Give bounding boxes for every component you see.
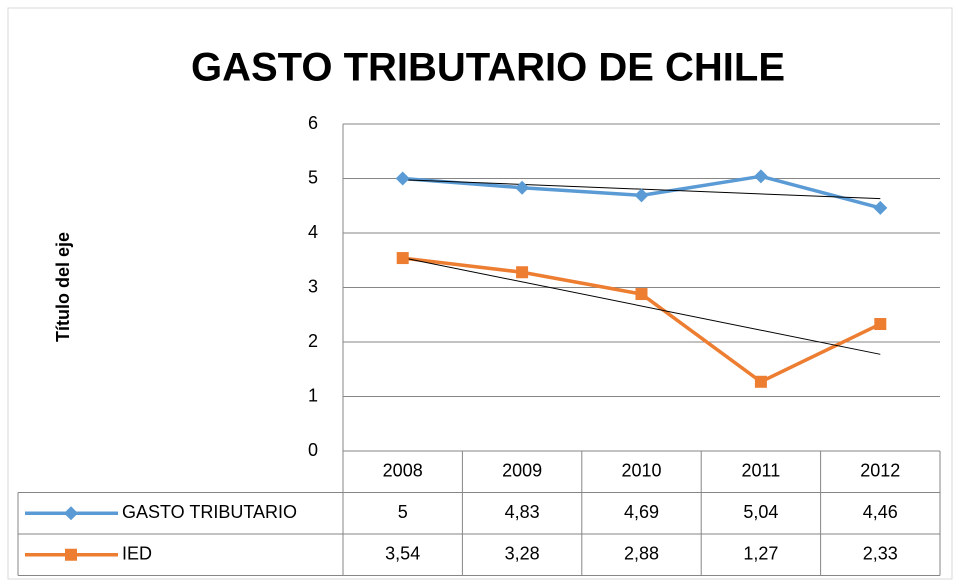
y-tick-label: 0: [308, 440, 318, 460]
x-tick-label: 2009: [502, 461, 542, 481]
table-value: 4,83: [505, 502, 540, 522]
marker: [396, 252, 409, 265]
y-tick-label: 3: [308, 276, 318, 296]
marker: [64, 506, 78, 521]
y-tick-label: 1: [308, 385, 318, 405]
trendline: [402, 257, 881, 355]
marker: [65, 548, 77, 561]
marker: [515, 180, 530, 195]
y-axis-title: Título del eje: [53, 232, 73, 342]
table-value: 3,54: [385, 544, 420, 564]
marker: [516, 266, 529, 279]
marker: [635, 288, 648, 301]
chart-title: GASTO TRIBUTARIO DE CHILE: [191, 46, 785, 90]
marker: [753, 169, 768, 184]
y-tick-label: 6: [308, 113, 318, 133]
legend-label: IED: [122, 544, 152, 564]
table-value: 1,27: [743, 544, 778, 564]
y-tick-label: 2: [308, 331, 318, 351]
table-value: 3,28: [505, 544, 540, 564]
table-value: 5: [398, 502, 408, 522]
marker: [874, 318, 887, 331]
marker: [754, 375, 767, 388]
x-tick-label: 2008: [383, 461, 423, 481]
table-value: 5,04: [743, 502, 778, 522]
chart-border: [7, 7, 953, 580]
marker: [634, 188, 649, 203]
table-value: 4,46: [863, 502, 898, 522]
table-value: 2,88: [624, 544, 659, 564]
table-value: 4,69: [624, 502, 659, 522]
legend-label: GASTO TRIBUTARIO: [122, 502, 297, 522]
marker: [395, 171, 410, 186]
y-tick-label: 4: [308, 222, 318, 242]
x-tick-label: 2010: [621, 461, 661, 481]
x-tick-label: 2011: [742, 461, 781, 481]
marker: [873, 200, 888, 215]
x-tick-label: 2012: [860, 461, 900, 481]
y-tick-label: 5: [308, 167, 318, 187]
table-value: 2,33: [863, 544, 898, 564]
